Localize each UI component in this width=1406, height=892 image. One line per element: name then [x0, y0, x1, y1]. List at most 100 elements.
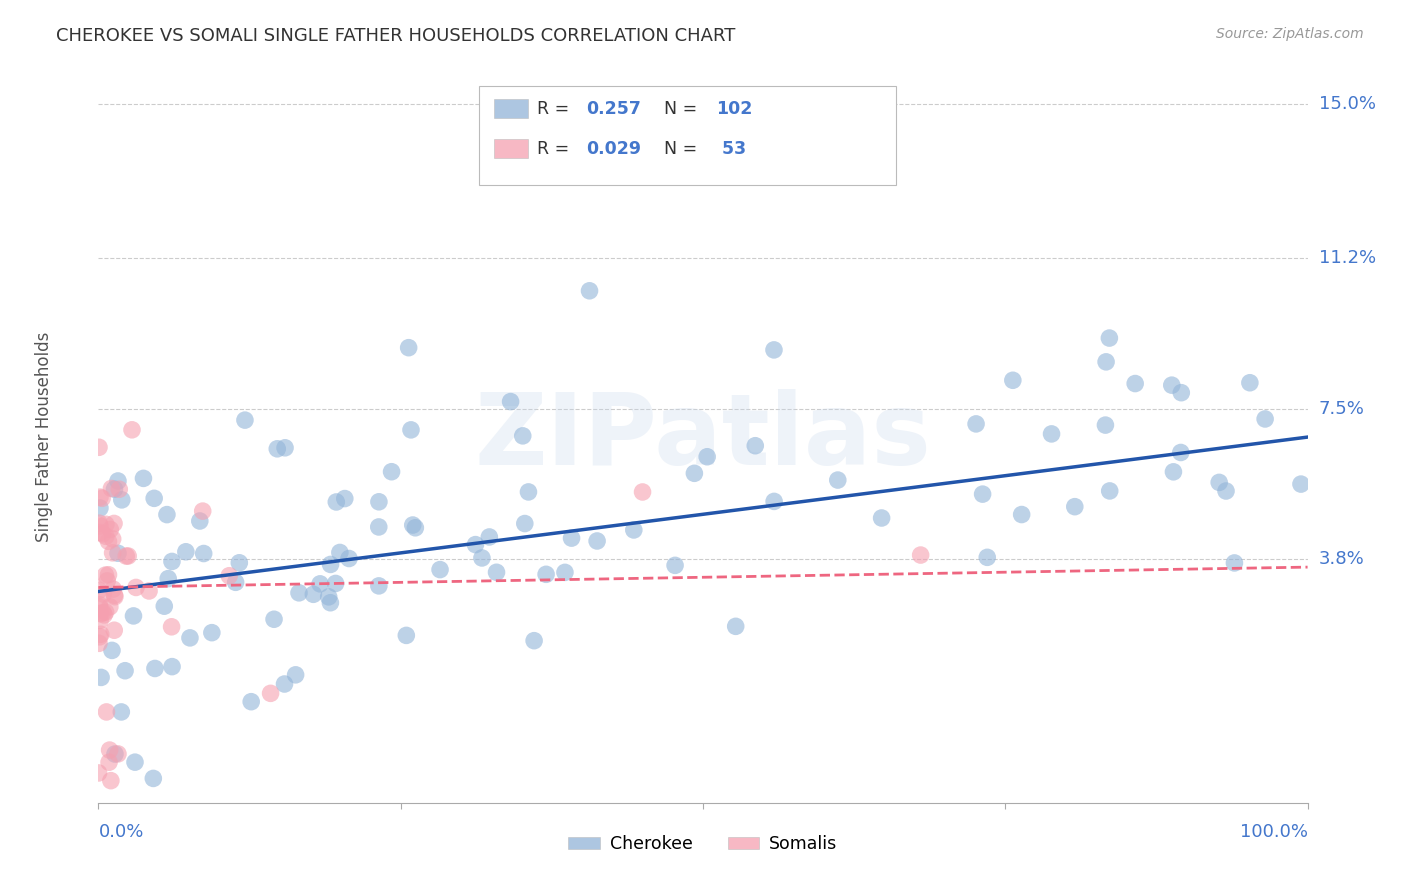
Cherokee — [174, 545, 197, 559]
Text: ZIPatlas: ZIPatlas — [475, 389, 931, 485]
Somalis — [93, 587, 115, 601]
Cherokee — [1170, 445, 1192, 459]
Cherokee — [157, 572, 180, 586]
Cherokee — [266, 442, 288, 456]
Somalis — [97, 534, 120, 549]
Cherokee — [368, 495, 391, 509]
Cherokee — [319, 596, 342, 610]
Cherokee — [1123, 376, 1146, 391]
Cherokee — [972, 487, 994, 501]
Cherokee — [1289, 477, 1312, 491]
Text: R =: R = — [537, 140, 575, 158]
Cherokee — [534, 567, 557, 582]
Cherokee — [160, 554, 183, 568]
Cherokee — [398, 341, 420, 355]
Cherokee — [512, 429, 534, 443]
Text: 7.5%: 7.5% — [1319, 400, 1365, 417]
Cherokee — [143, 661, 166, 675]
Somalis — [103, 516, 125, 531]
Cherokee — [132, 471, 155, 485]
Text: 100.0%: 100.0% — [1240, 823, 1308, 841]
Cherokee — [309, 577, 332, 591]
FancyBboxPatch shape — [479, 86, 897, 185]
Cherokee — [554, 566, 576, 580]
Cherokee — [188, 514, 211, 528]
Cherokee — [1095, 355, 1118, 369]
Cherokee — [333, 491, 356, 506]
Cherokee — [153, 599, 176, 614]
Cherokee — [464, 538, 486, 552]
Somalis — [94, 605, 117, 619]
Cherokee — [104, 747, 127, 761]
Somalis — [121, 423, 143, 437]
Cherokee — [273, 677, 295, 691]
Cherokee — [1223, 556, 1246, 570]
Cherokee — [122, 608, 145, 623]
Cherokee — [1063, 500, 1085, 514]
Cherokee — [402, 518, 425, 533]
Cherokee — [1011, 508, 1033, 522]
Somalis — [98, 599, 121, 614]
Cherokee — [110, 705, 132, 719]
Somalis — [101, 532, 124, 546]
Somalis — [98, 743, 121, 757]
Cherokee — [1098, 331, 1121, 345]
Cherokee — [107, 474, 129, 488]
Cherokee — [302, 587, 325, 601]
Somalis — [89, 614, 111, 628]
Somalis — [103, 624, 125, 638]
Somalis — [107, 747, 129, 761]
Cherokee — [240, 695, 263, 709]
Cherokee — [513, 516, 536, 531]
Cherokee — [1001, 373, 1024, 387]
Text: 11.2%: 11.2% — [1319, 249, 1376, 268]
Cherokee — [367, 520, 389, 534]
Somalis — [89, 598, 111, 612]
Cherokee — [827, 473, 849, 487]
Cherokee — [870, 511, 893, 525]
Cherokee — [965, 417, 987, 431]
Cherokee — [586, 533, 609, 548]
Cherokee — [156, 508, 179, 522]
Cherokee — [337, 551, 360, 566]
Somalis — [115, 549, 138, 563]
FancyBboxPatch shape — [494, 139, 527, 159]
FancyBboxPatch shape — [494, 99, 527, 118]
Cherokee — [485, 566, 508, 580]
Text: 0.257: 0.257 — [586, 100, 641, 118]
Cherokee — [696, 450, 718, 464]
Cherokee — [325, 495, 347, 509]
Somalis — [89, 630, 111, 644]
Cherokee — [1040, 426, 1063, 441]
Text: 15.0%: 15.0% — [1319, 95, 1375, 113]
Cherokee — [103, 482, 125, 496]
Cherokee — [517, 484, 540, 499]
Cherokee — [404, 521, 426, 535]
Cherokee — [288, 586, 311, 600]
Cherokee — [561, 531, 583, 545]
Somalis — [94, 529, 117, 543]
Cherokee — [578, 284, 600, 298]
Somalis — [96, 574, 118, 588]
Text: N =: N = — [664, 100, 703, 118]
Somalis — [94, 517, 117, 532]
Somalis — [103, 582, 125, 596]
Somalis — [91, 526, 114, 541]
Somalis — [94, 568, 117, 582]
Text: N =: N = — [664, 140, 703, 158]
Cherokee — [124, 755, 146, 769]
Cherokee — [228, 556, 250, 570]
Somalis — [125, 581, 148, 595]
Text: Single Father Households: Single Father Households — [35, 332, 53, 542]
Somalis — [87, 440, 110, 454]
Somalis — [89, 600, 111, 615]
Cherokee — [143, 491, 166, 506]
Cherokee — [329, 545, 352, 559]
Somalis — [89, 490, 111, 504]
Somalis — [87, 636, 110, 650]
Cherokee — [380, 465, 402, 479]
Somalis — [89, 516, 111, 531]
Cherokee — [367, 579, 389, 593]
Cherokee — [683, 467, 706, 481]
Cherokee — [89, 501, 111, 516]
